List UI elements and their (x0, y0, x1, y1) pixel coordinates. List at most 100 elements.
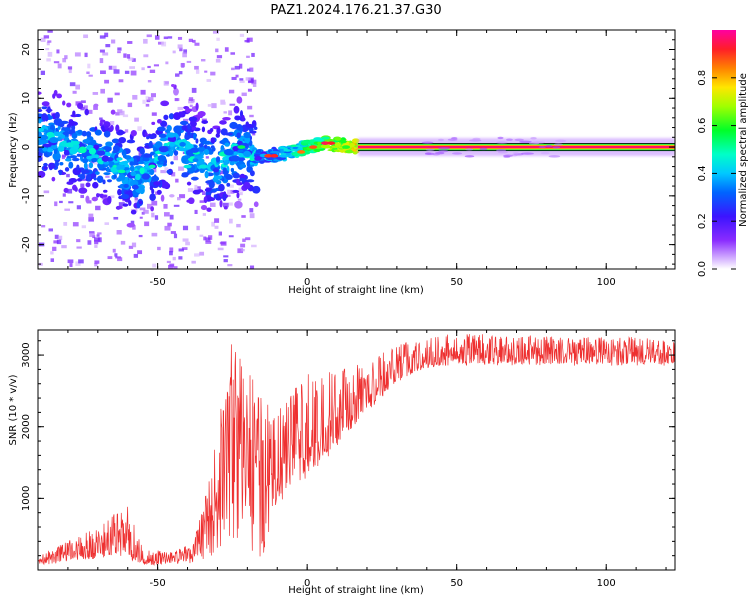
spectrogram-band-spread (425, 152, 432, 155)
spectrogram-noise-cell (59, 200, 63, 204)
spectrogram-blob (46, 147, 54, 153)
spectrogram-noise-cell (80, 100, 86, 104)
spectrogram-blob (160, 194, 165, 202)
spectrogram-transition-blob (278, 146, 286, 149)
spectrogram-noise-cell (47, 40, 52, 43)
spectrogram-noise-cell (40, 70, 46, 75)
spectrogram-blob (68, 161, 74, 169)
spectrogram-core-blob (46, 131, 55, 137)
spectrogram-blob (234, 115, 242, 121)
spectrogram-noise-cell (137, 250, 143, 255)
spectrogram-noise-cell (228, 202, 233, 206)
spectrogram-noise-cell (134, 117, 139, 122)
spectrogram-noise-cell (195, 69, 200, 74)
spectrogram-noise-cell (66, 173, 70, 178)
spectrogram-band-spread (495, 149, 507, 152)
spectrogram-noise-cell (178, 248, 184, 252)
spectrogram-blob (92, 181, 99, 189)
spectrogram-noise-cell (127, 41, 133, 44)
spectrogram-blob (83, 169, 90, 174)
spectrogram-blob (64, 167, 70, 172)
spectrogram-blob (229, 161, 235, 166)
spectrogram-blob (198, 143, 204, 148)
spectrogram-transition-blob (321, 136, 330, 140)
spectrogram-blob (222, 167, 227, 176)
spectrogram-noise-cell (80, 106, 85, 111)
spectrogram-noise-cell (196, 225, 200, 231)
snr-line (38, 334, 675, 566)
spectrogram-core-blob (42, 143, 52, 148)
spectrogram-noise-cell (211, 103, 217, 109)
spectrogram-noise-cell (247, 105, 253, 110)
spectrogram-noise-cell (199, 234, 204, 237)
spectrogram-noise-cell (249, 78, 254, 82)
spectrogram-transition-blob (290, 149, 296, 152)
spectrogram-noise-cell (47, 30, 53, 33)
spectrogram-blob (149, 168, 155, 176)
spectrogram-noise-cell (211, 221, 215, 227)
spectrogram-noise-cell (104, 79, 110, 84)
spectrogram-blob (126, 222, 136, 228)
spectrogram-noise-cell (242, 238, 246, 242)
spectrogram-noise-cell (212, 31, 219, 34)
spectrogram-noise-cell (230, 52, 236, 55)
spectrogram-noise-cell (157, 246, 161, 251)
spectrogram-noise-cell (247, 88, 252, 92)
spectrogram-blob (246, 160, 251, 168)
spectrogram-noise-cell (228, 89, 235, 94)
spectrogram-transition-blob (324, 138, 335, 142)
spectrogram-noise-cell (133, 253, 139, 258)
spectrogram-noise-cell (172, 50, 176, 54)
spectrogram-blob (111, 138, 120, 144)
spectrogram-y-axis-label: Frequency (Hz) (8, 112, 19, 188)
spectrogram-noise-cell (83, 34, 89, 39)
spectrogram-blob (209, 197, 216, 202)
spectrogram-band-spread (555, 139, 567, 143)
spectrogram-noise-cell (68, 125, 74, 129)
spectrogram-peak-spot (117, 169, 126, 174)
spectrogram-noise-cell (139, 216, 143, 219)
spectrogram-blob (219, 120, 227, 125)
spectrogram-blob (130, 209, 137, 215)
spectrogram-x-tick-label: 0 (304, 277, 310, 288)
spectrogram-noise-cell (118, 202, 125, 207)
spectrogram-noise-cell (122, 114, 129, 118)
spectrogram-noise-cell (235, 74, 239, 78)
spectrogram-noise-cell (116, 230, 122, 235)
spectrogram-noise-cell (152, 263, 157, 268)
spectrogram-blob (223, 206, 228, 210)
spectrogram-noise-cell (117, 51, 121, 54)
figure-title: PAZ1.2024.176.21.37.G30 (270, 3, 441, 18)
spectrogram-blob (173, 125, 183, 134)
spectrogram-blob (115, 205, 121, 210)
spectrogram-core-blob (130, 171, 137, 177)
spectrogram-noise-cell (178, 71, 183, 75)
spectrogram-noise-cell (43, 35, 50, 39)
spectrogram-noise-cell (234, 65, 240, 70)
spectrogram-blob (130, 129, 137, 137)
spectrogram-blob (252, 120, 257, 125)
spectrogram-blob (53, 149, 58, 154)
spectrogram-noise-cell (229, 103, 236, 106)
spectrogram-noise-cell (194, 65, 199, 70)
spectrogram-x-axis-label: Height of straight line (km) (288, 285, 424, 296)
spectrogram-blob (84, 108, 89, 116)
spectrogram-noise-cell (222, 202, 229, 208)
snr-y-tick-label: 1000 (21, 486, 32, 511)
spectrogram-blob (94, 171, 100, 175)
spectrogram-noise-cell (194, 209, 198, 215)
spectrogram-blob (245, 121, 250, 128)
spectrogram-blob (187, 128, 191, 136)
spectrogram-peak-spot (327, 141, 336, 145)
spectrogram-noise-cell (189, 104, 193, 108)
spectrogram-core-blob (215, 156, 221, 163)
spectrogram-blob (118, 173, 126, 181)
spectrogram-blob (107, 195, 112, 204)
spectrogram-noise-cell (173, 233, 178, 239)
colorbar-gradient (712, 30, 736, 269)
spectrogram-noise-cell (169, 247, 174, 253)
spectrogram-noise-cell (80, 194, 84, 199)
spectrogram-blob (232, 189, 240, 193)
spectrogram-blob (209, 127, 214, 132)
spectrogram-blob (103, 172, 111, 176)
